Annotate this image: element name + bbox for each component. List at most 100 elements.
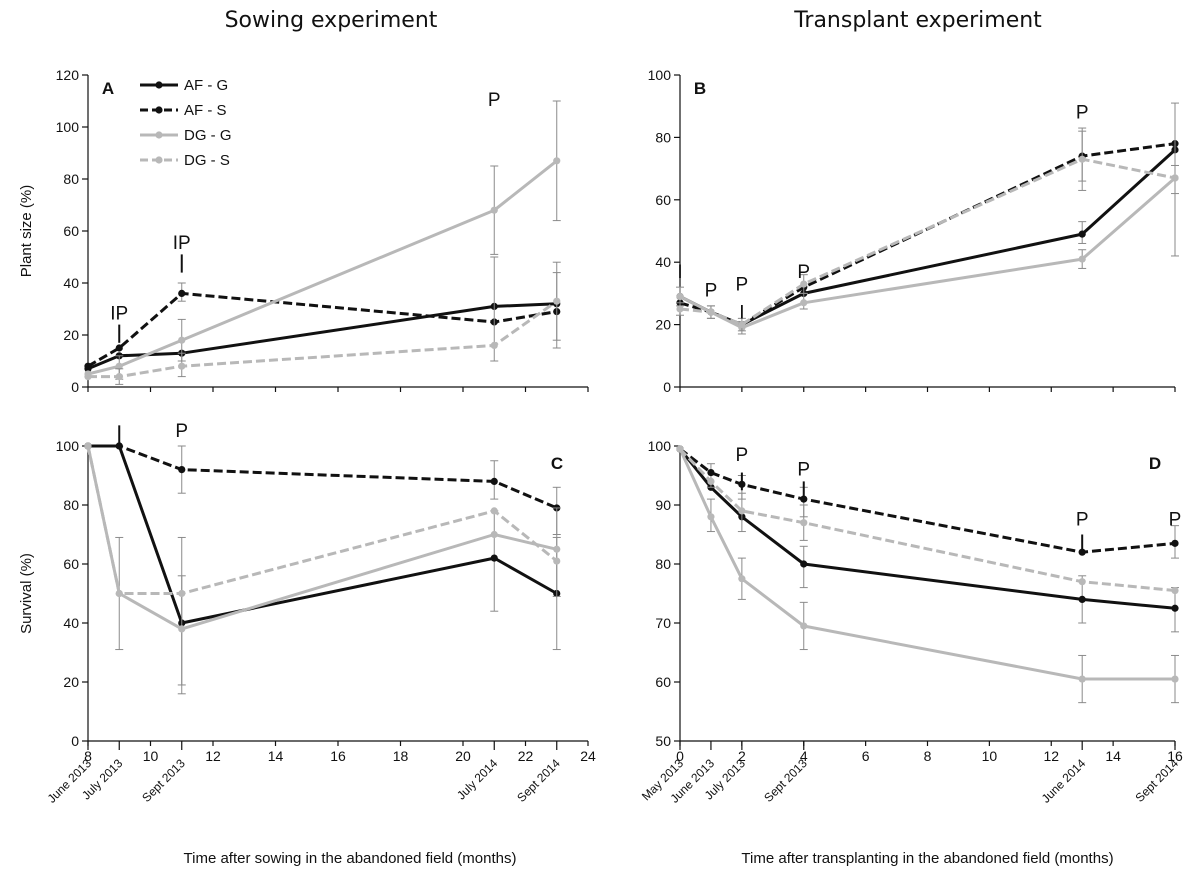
panel-a: 0 20 40 60 80 100 120 Plant size (%) A IP IP P AF - … <box>18 67 589 395</box>
series-line <box>88 299 558 379</box>
data-point <box>178 589 186 598</box>
series-dg-s <box>676 102 1179 332</box>
data-point <box>1078 230 1086 238</box>
x-tick-label: 6 <box>862 748 870 764</box>
y-tick-label: 80 <box>655 556 671 572</box>
data-point <box>707 468 715 477</box>
series-line <box>679 157 1176 327</box>
y-tick-label: 90 <box>655 497 671 513</box>
y-tick-label: 50 <box>655 733 671 749</box>
annotation-label: P <box>797 262 810 283</box>
data-point <box>490 341 498 349</box>
legend-marker <box>155 156 163 164</box>
y-tick-label: 0 <box>71 733 79 749</box>
data-point <box>490 530 498 539</box>
panel-label: D <box>1149 454 1161 473</box>
x-tick-label: 12 <box>1043 748 1059 764</box>
legend-label: DG - G <box>184 127 232 144</box>
annotation-label: P <box>736 445 749 466</box>
data-point <box>1171 539 1179 547</box>
panel-label: A <box>102 79 114 98</box>
y-tick-label: 80 <box>655 129 671 145</box>
series-af-s <box>84 442 561 535</box>
series-line <box>87 302 557 371</box>
series-af-g <box>676 146 1179 329</box>
y-tick-label: 20 <box>63 674 79 690</box>
data-point <box>676 445 684 453</box>
y-axis-label: Plant size (%) <box>18 185 35 278</box>
data-point <box>1078 255 1086 263</box>
y-tick-label: 100 <box>56 438 80 454</box>
data-point <box>115 362 123 370</box>
data-point <box>800 495 808 503</box>
data-point <box>800 280 808 288</box>
series-line <box>679 447 1176 554</box>
data-point <box>800 622 808 630</box>
series-dg-g <box>676 164 1179 335</box>
annotation-label: P <box>488 90 501 111</box>
y-tick-label: 0 <box>71 379 79 395</box>
left-column-title: Sowing experiment <box>225 8 438 33</box>
data-point <box>800 560 808 568</box>
panel-label: B <box>694 79 706 98</box>
y-axis-label: Survival (%) <box>18 553 35 634</box>
y-tick-label: 40 <box>63 275 79 291</box>
data-point <box>1171 604 1179 612</box>
legend-marker <box>155 81 163 89</box>
data-point <box>676 292 684 301</box>
series-line <box>679 148 1177 327</box>
data-point <box>178 466 186 474</box>
y-tick-label: 80 <box>63 171 79 187</box>
x-tick-label: 22 <box>518 748 534 764</box>
date-tick-label: Sept 2014 <box>1133 756 1182 805</box>
series-dg-g <box>84 100 561 380</box>
data-point <box>490 206 498 214</box>
data-point <box>553 545 561 553</box>
x-tick-label: 16 <box>330 748 346 764</box>
y-tick-label: 40 <box>655 254 671 270</box>
series-line <box>88 444 558 510</box>
x-tick-label: 14 <box>268 748 284 764</box>
y-tick-label: 60 <box>63 223 79 239</box>
series-line <box>678 448 1175 681</box>
series-dg-s <box>84 442 561 598</box>
y-tick-label: 100 <box>648 438 672 454</box>
data-point <box>490 477 498 485</box>
data-point <box>1078 155 1086 163</box>
legend-label: DG - S <box>184 152 230 169</box>
y-tick-label: 120 <box>56 67 80 83</box>
annotation-label: P <box>797 460 810 481</box>
x-tick-label: 16 <box>1167 748 1183 764</box>
data-point <box>707 308 715 316</box>
data-point <box>800 299 808 307</box>
data-point <box>553 297 561 305</box>
annotation-label: P <box>705 281 718 302</box>
annotation-label: P <box>1169 510 1182 531</box>
y-tick-label: 100 <box>648 67 672 83</box>
legend: AF - G AF - S DG - G DG - S <box>140 77 232 169</box>
annotation-label: IP <box>110 303 128 324</box>
x-tick-label: 4 <box>800 748 808 764</box>
annotation-label: IP <box>173 233 191 254</box>
y-tick-label: 70 <box>655 615 671 631</box>
data-point <box>178 289 186 297</box>
x-tick-label: 10 <box>982 748 998 764</box>
data-point <box>738 321 746 329</box>
data-point <box>115 344 123 352</box>
series-line <box>86 445 558 595</box>
y-tick-label: 100 <box>56 119 80 135</box>
data-point <box>738 575 746 583</box>
data-point <box>178 625 186 633</box>
series-line <box>88 444 558 625</box>
data-point <box>1078 578 1086 586</box>
annotation-label: I <box>739 302 744 323</box>
annotation-label: P <box>1076 103 1089 124</box>
data-point <box>1171 174 1179 182</box>
y-tick-label: 60 <box>655 674 671 690</box>
date-tick-label: Sept 2013 <box>761 756 810 805</box>
legend-marker <box>155 106 163 114</box>
